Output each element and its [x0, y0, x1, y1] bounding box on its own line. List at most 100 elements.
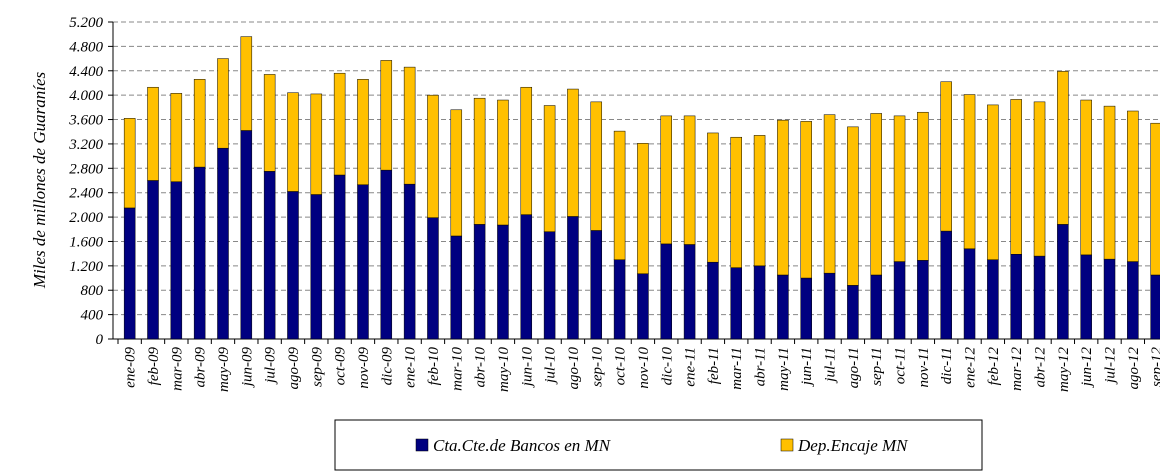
- bar-segment: [847, 285, 859, 340]
- x-tick-label: nov-09: [356, 347, 372, 389]
- bar-segment: [1150, 274, 1160, 340]
- bar-segment: [823, 114, 836, 274]
- y-tick-label: 3.600: [68, 113, 103, 129]
- y-tick-label: 800: [81, 283, 104, 299]
- bar-segment: [170, 181, 183, 340]
- bar-segment: [217, 147, 229, 340]
- x-tick-label: feb-11: [706, 347, 722, 384]
- bar-segment: [753, 265, 766, 340]
- bar-segment: [1010, 99, 1022, 255]
- y-tick-label: 0: [96, 332, 104, 348]
- bar-segment: [777, 274, 789, 340]
- bar-segment: [287, 191, 299, 340]
- bar-segment: [427, 217, 439, 340]
- bar-segment: [963, 248, 976, 340]
- bar-segment: [403, 183, 416, 340]
- y-axis-label: Miles de millones de Guaraníes: [30, 71, 49, 289]
- x-tick-label: ago-12: [1126, 347, 1142, 390]
- bar-segment: [427, 94, 439, 218]
- bar-segment: [147, 86, 159, 181]
- bar-segment: [217, 58, 229, 149]
- x-tick-label: nov-11: [916, 347, 932, 388]
- y-tick-label: 3.200: [68, 137, 103, 153]
- x-tick-label: oct-09: [333, 347, 349, 386]
- bar-segment: [707, 132, 719, 263]
- bar-segment: [567, 88, 579, 217]
- bar-segment: [193, 79, 206, 168]
- bar-segment: [1127, 110, 1139, 262]
- bar-segment: [333, 72, 346, 176]
- bar-segment: [963, 94, 976, 250]
- bar-segment: [917, 111, 929, 261]
- x-tick-label: may-10: [496, 347, 512, 392]
- bar-segment: [380, 169, 393, 340]
- bar-segment: [1103, 105, 1116, 260]
- bar-segment: [170, 93, 183, 182]
- x-tick-label: nov-10: [636, 347, 652, 389]
- bar-segment: [893, 115, 906, 262]
- x-tick-label: jul-10: [543, 347, 559, 385]
- bar-segment: [497, 99, 509, 226]
- bar-segment: [357, 184, 369, 340]
- bar-segment: [1033, 101, 1046, 257]
- y-tick-label: 1.200: [69, 259, 103, 275]
- x-tick-label: ago-10: [566, 347, 582, 390]
- bar-segment: [683, 115, 696, 245]
- bar-segment: [543, 105, 556, 232]
- bar-segment: [590, 230, 603, 340]
- bar-segment: [357, 79, 369, 186]
- bar-segment: [147, 180, 159, 340]
- x-tick-label: oct-10: [613, 347, 629, 386]
- bar-segment: [380, 60, 393, 171]
- bar-segment: [473, 97, 486, 225]
- bar-segment: [613, 130, 626, 260]
- x-tick-label: jun-12: [1079, 347, 1095, 389]
- x-tick-label: dic-09: [379, 347, 395, 386]
- bar-segment: [123, 118, 136, 209]
- legend-swatch: [415, 438, 429, 452]
- bar-segment: [403, 66, 416, 185]
- bar-segment: [987, 104, 999, 260]
- bar-segment: [800, 277, 812, 340]
- bar-segment: [287, 92, 299, 192]
- bar-segment: [543, 231, 556, 340]
- x-tick-label: abr-10: [473, 347, 489, 388]
- bar-segment: [590, 101, 603, 231]
- bar-segment: [870, 113, 882, 276]
- x-tick-label: abr-09: [193, 347, 209, 388]
- bar-segment: [263, 74, 276, 172]
- x-tick-label: jun-09: [239, 347, 255, 389]
- bar-segment: [450, 109, 463, 237]
- bar-segment: [1057, 224, 1069, 340]
- x-tick-label: dic-11: [939, 347, 955, 384]
- bar-segment: [823, 272, 836, 340]
- x-tick-label: mar-09: [169, 347, 185, 391]
- x-tick-label: dic-10: [659, 347, 675, 386]
- x-tick-label: jul-12: [1103, 347, 1119, 385]
- y-tick-label: 4.000: [69, 88, 103, 104]
- legend-label: Dep.Encaje MN: [797, 436, 909, 455]
- x-tick-label: ene-09: [123, 347, 139, 388]
- bar-segment: [240, 36, 253, 131]
- legend-box: [334, 419, 983, 471]
- bar-segment: [753, 135, 766, 267]
- bar-segment: [683, 244, 696, 340]
- bar-segment: [310, 194, 323, 340]
- bar-segment: [1150, 122, 1160, 276]
- bar-segment: [263, 171, 276, 340]
- x-tick-label: abr-11: [753, 347, 769, 386]
- bar-segment: [450, 235, 463, 340]
- bar-segment: [1080, 99, 1092, 256]
- bar-segment: [893, 261, 906, 340]
- x-tick-label: mar-12: [1009, 347, 1025, 391]
- x-tick-label: sep-12: [1149, 347, 1160, 387]
- bar-segment: [193, 166, 206, 340]
- bar-segment: [800, 121, 812, 279]
- bar-segment: [123, 207, 136, 340]
- bar-segment: [613, 259, 626, 340]
- bar-segment: [940, 81, 952, 232]
- y-tick-label: 4.800: [69, 39, 103, 55]
- bar-segment: [870, 274, 882, 340]
- x-tick-label: may-11: [776, 347, 792, 391]
- bar-segment: [497, 224, 509, 340]
